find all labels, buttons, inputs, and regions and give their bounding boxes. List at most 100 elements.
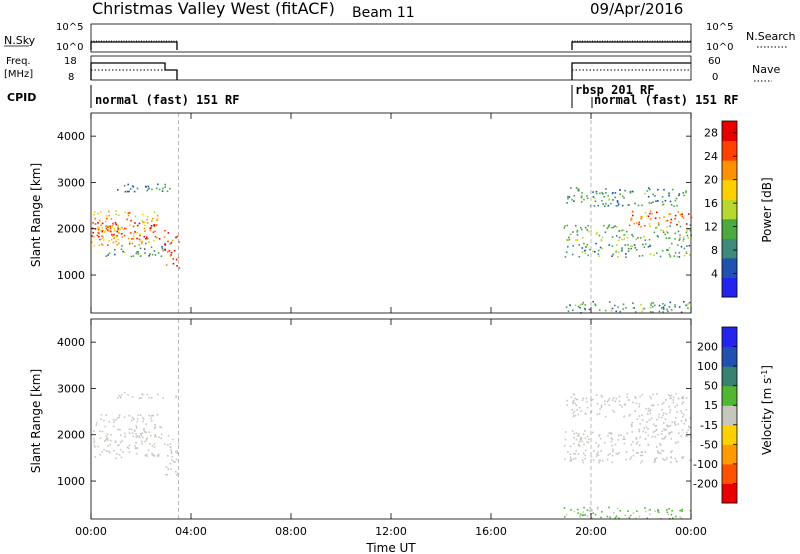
vel-data-point (645, 510, 647, 513)
power-data-point (679, 234, 681, 236)
vel-data-point (639, 436, 641, 439)
vel-data-point (652, 393, 654, 396)
power-data-point (100, 211, 102, 213)
vel-data-point (586, 441, 589, 444)
vel-data-point (157, 393, 159, 396)
power-data-point (627, 250, 630, 252)
power-data-point (687, 213, 690, 215)
vel-data-point (105, 414, 107, 416)
vel-data-point (685, 397, 688, 399)
power-data-point (634, 311, 637, 313)
power-data-point (151, 220, 153, 222)
power-colorbar-tick-label: 16 (704, 197, 718, 210)
power-data-point (92, 222, 94, 224)
vel-data-point (139, 414, 142, 416)
vel-data-point (574, 453, 577, 455)
vel-data-point (666, 456, 669, 459)
vel-data-point (689, 427, 691, 429)
power-data-point (586, 195, 588, 197)
power-data-point (565, 306, 568, 308)
vel-data-point (572, 458, 575, 461)
vel-data-point (146, 393, 149, 396)
power-data-point (139, 255, 142, 257)
power-data-point (604, 309, 607, 312)
power-data-point (653, 231, 656, 234)
vel-colorbar-swatch (722, 366, 737, 387)
power-data-point (659, 255, 662, 258)
vel-data-point (100, 414, 103, 416)
power-data-point (575, 187, 578, 189)
vel-data-point (624, 514, 626, 517)
vel-data-point (677, 397, 680, 399)
power-data-point (650, 202, 653, 204)
vel-data-point (666, 509, 668, 511)
power-data-point (681, 215, 684, 218)
power-data-point (120, 248, 123, 251)
vel-data-point (615, 397, 618, 400)
power-data-point (112, 235, 114, 237)
vel-data-point (610, 440, 613, 443)
power-data-point (657, 188, 659, 191)
power-data-point (153, 224, 156, 226)
power-data-point (629, 190, 632, 193)
power-data-point (666, 226, 669, 228)
vel-data-point (647, 444, 650, 446)
power-data-point (669, 255, 672, 257)
vel-data-point (646, 421, 648, 423)
power-data-point (149, 227, 151, 230)
power-data-point (659, 217, 661, 219)
power-data-point (150, 246, 153, 248)
power-data-point (136, 251, 138, 253)
power-data-point (622, 234, 625, 236)
vel-data-point (575, 438, 578, 441)
vel-data-point (661, 430, 663, 432)
vel-data-point (592, 431, 594, 434)
power-data-point (114, 253, 116, 256)
vel-data-point (118, 395, 121, 397)
power-data-point (654, 217, 657, 219)
vel-data-point (661, 437, 663, 440)
power-data-point (164, 183, 166, 186)
power-data-point (161, 190, 164, 192)
vel-data-point (151, 445, 154, 447)
power-data-point (175, 258, 178, 261)
vel-data-point (681, 412, 683, 414)
vel-data-point (635, 402, 638, 405)
freq-frame (90, 55, 692, 81)
vel-data-point (680, 397, 683, 399)
vel-data-point (176, 450, 178, 452)
power-data-point (678, 239, 680, 241)
power-colorbar-tick-label: 28 (704, 127, 718, 140)
cpid-label: CPID (7, 91, 36, 104)
vel-data-point (627, 399, 630, 401)
power-data-point (108, 252, 111, 254)
vel-data-point (656, 446, 658, 448)
power-data-point (644, 239, 647, 241)
power-data-point (616, 244, 618, 246)
power-data-point (614, 192, 617, 194)
vel-data-point (612, 450, 614, 453)
power-data-point (141, 240, 143, 243)
cpid-segment-label: normal (fast) 151 RF (594, 93, 739, 107)
vel-data-point (577, 443, 580, 446)
vel-data-point (656, 418, 658, 421)
power-data-point (153, 250, 156, 252)
vel-data-point (141, 416, 144, 419)
power-data-point (147, 185, 150, 188)
power-data-point (101, 222, 104, 225)
power-data-point (677, 230, 680, 233)
nsky-frame (90, 23, 692, 53)
vel-data-point (668, 431, 671, 434)
power-data-point (615, 310, 617, 313)
power-data-point (648, 187, 650, 189)
vel-colorbar-tick-label: 15 (704, 399, 718, 412)
vel-data-point (143, 430, 146, 433)
vel-data-point (93, 438, 95, 440)
vel-data-point (577, 512, 579, 514)
vel-data-point (123, 391, 126, 394)
power-data-point (637, 237, 639, 239)
power-data-point (619, 189, 621, 191)
power-data-point (627, 244, 629, 246)
vel-data-point (687, 429, 689, 431)
power-data-point (123, 234, 126, 237)
